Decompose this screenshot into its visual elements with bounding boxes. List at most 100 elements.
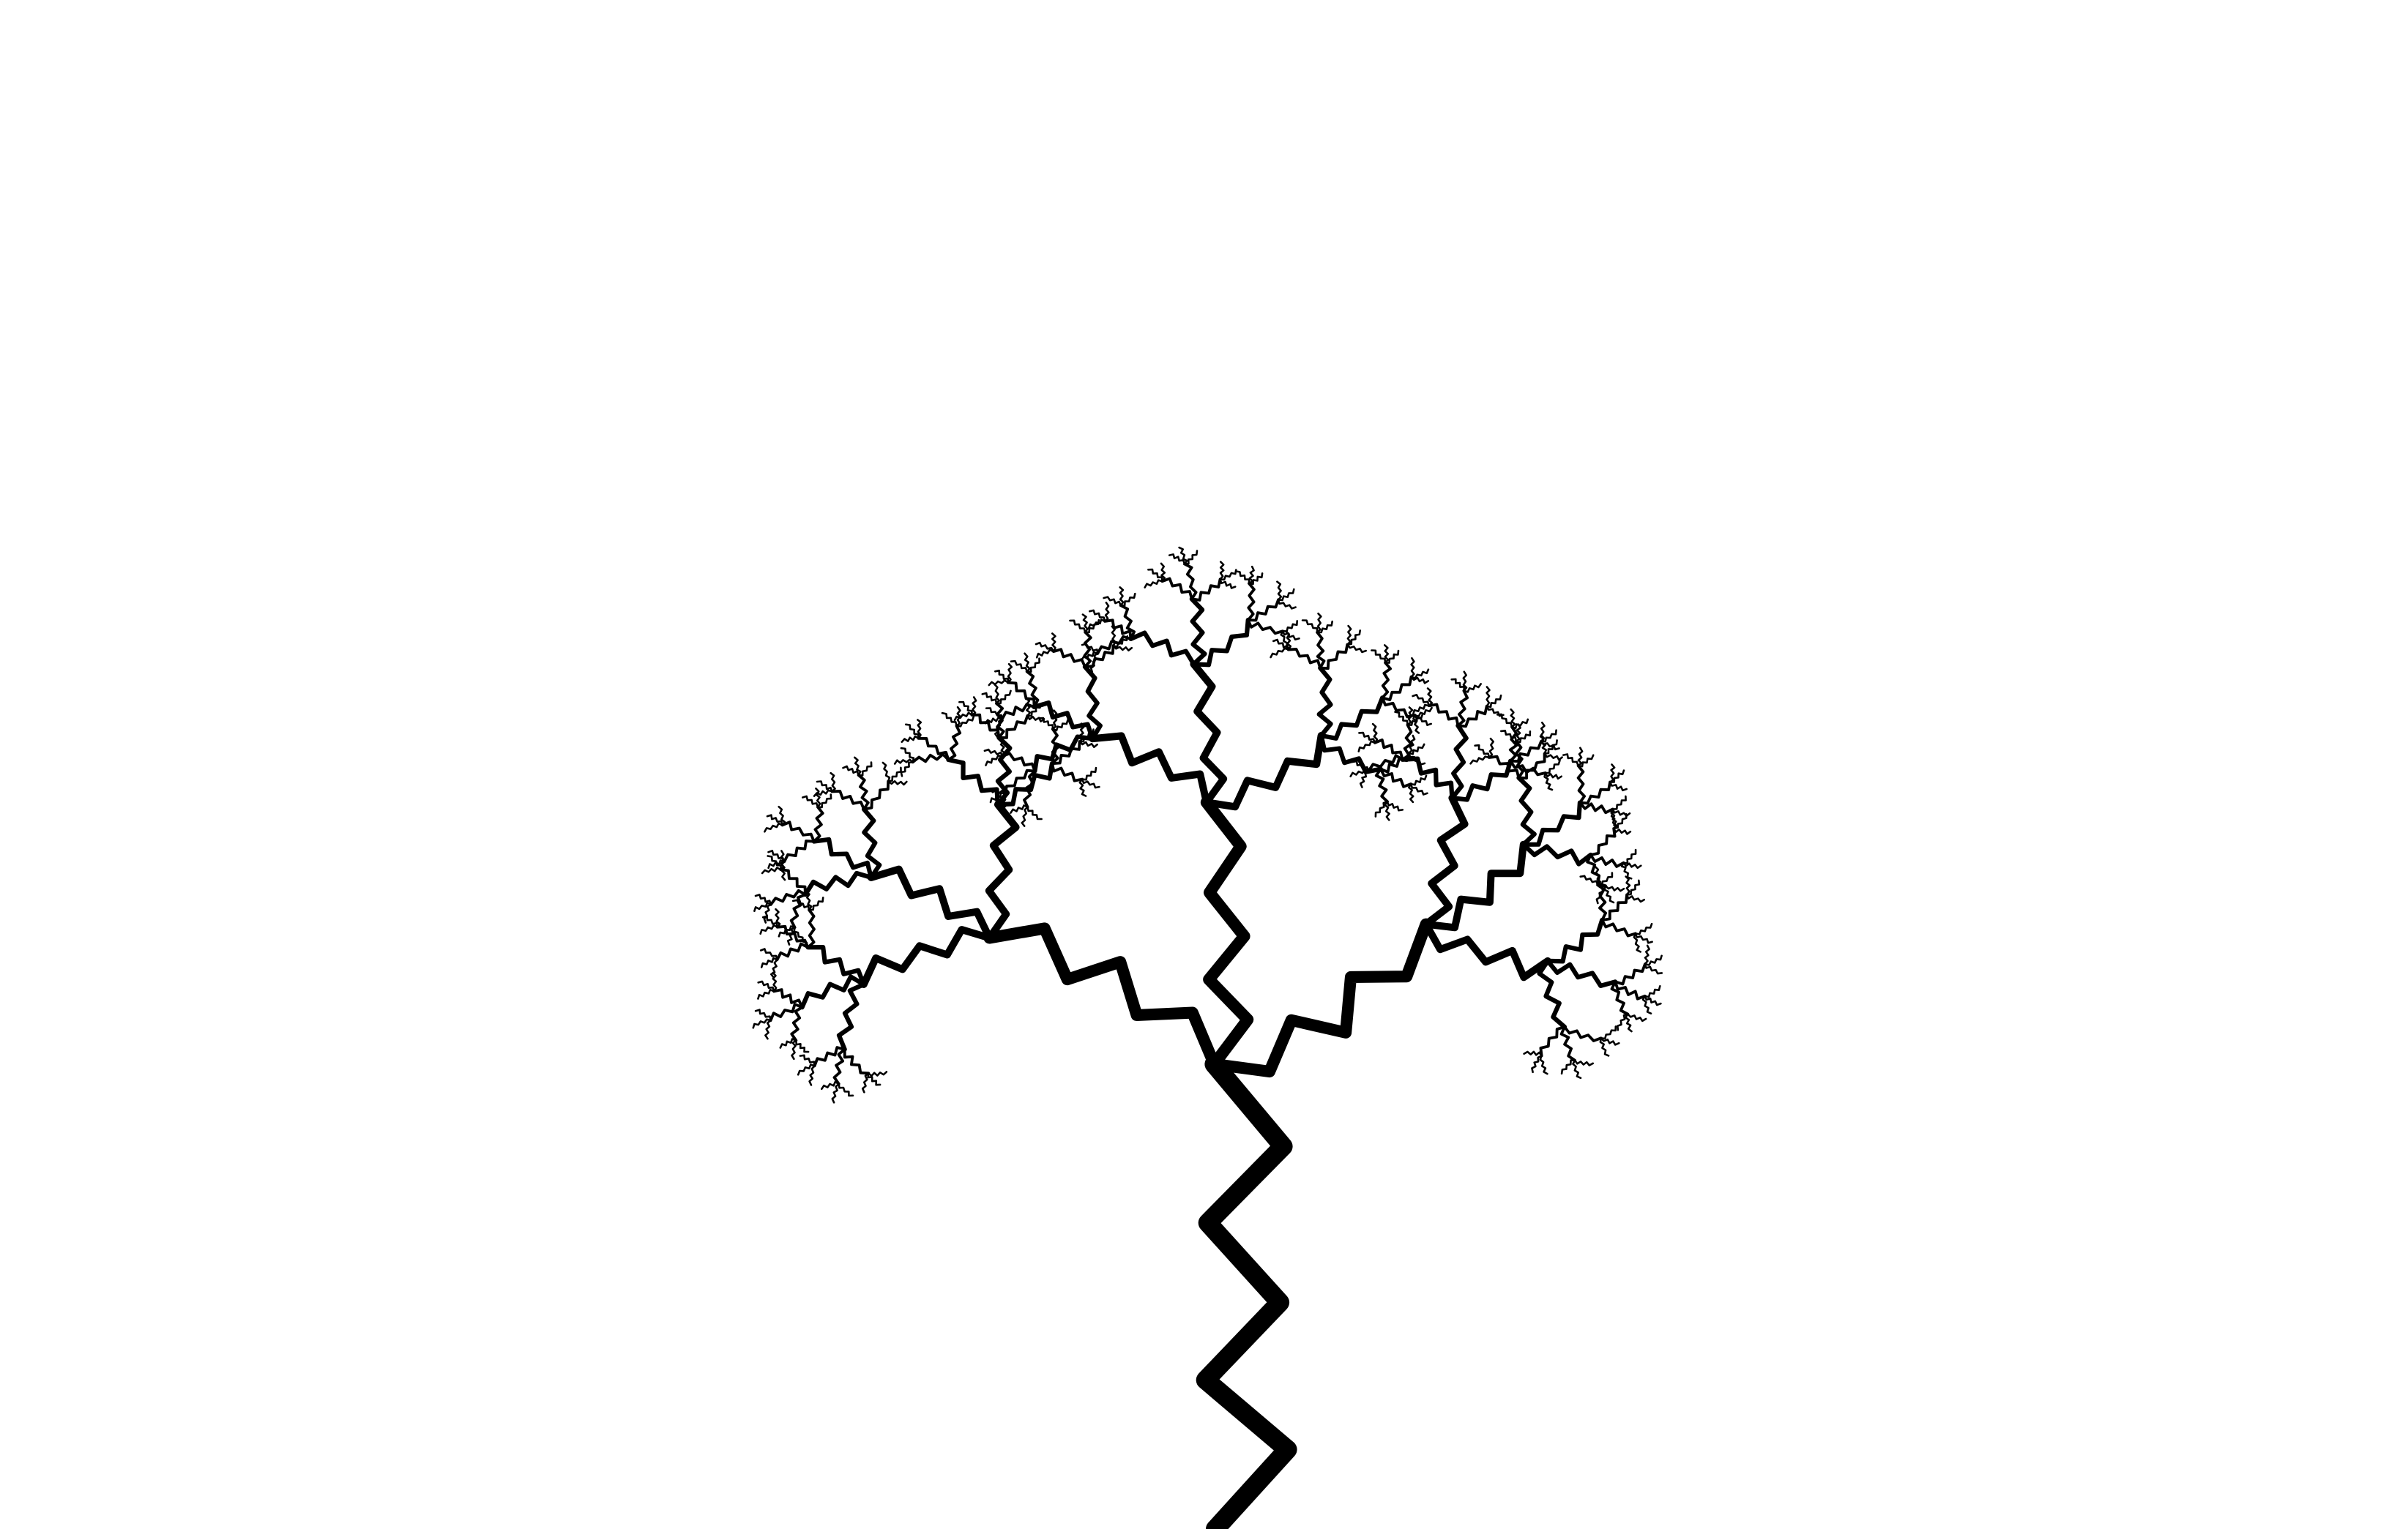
tree-branch: [867, 1072, 881, 1086]
tree-branch: [778, 805, 786, 826]
tree-branch: [775, 908, 781, 928]
tree-branch: [1270, 647, 1290, 659]
tree-branch: [1277, 588, 1295, 602]
tree-branch: [764, 822, 783, 833]
tree-branch: [1081, 643, 1099, 655]
tree-branch: [1078, 740, 1098, 749]
tree-branch: [985, 801, 1020, 942]
tree-branch: [816, 793, 832, 809]
tree-branch: [1596, 883, 1608, 922]
tree-branch: [1614, 980, 1647, 1001]
tree-branch: [1578, 780, 1612, 805]
tree-branch: [815, 788, 821, 808]
tree-branch: [1634, 922, 1653, 935]
tree-branch: [843, 1047, 871, 1075]
tree-branch: [1509, 739, 1543, 763]
tree-branch: [775, 924, 810, 949]
tree-branch: [1200, 796, 1254, 1070]
tree-branch: [1456, 689, 1469, 728]
tree-branch: [1517, 752, 1546, 780]
tree-branch: [1604, 884, 1625, 892]
tree-branch: [1537, 958, 1568, 1030]
tree-branch: [1081, 766, 1097, 781]
tree-branch: [1316, 620, 1333, 634]
tree-branch: [1128, 630, 1196, 667]
tree-branch: [854, 756, 862, 777]
tree-branch: [983, 748, 1004, 758]
tree-branch: [917, 736, 950, 761]
tree-branch: [1112, 644, 1133, 652]
tree-branch: [766, 814, 783, 826]
tree-branch: [1000, 703, 1036, 721]
tree-branch: [811, 837, 873, 881]
tree-branch: [1531, 1055, 1543, 1074]
tree-branch: [1023, 769, 1037, 809]
tree-branch: [1035, 648, 1055, 659]
tree-branch: [1087, 618, 1106, 629]
tree-branch: [1026, 657, 1040, 673]
tree-branch: [1644, 954, 1663, 966]
tree-branch: [813, 789, 833, 797]
tree-branch: [780, 860, 786, 881]
tree-branch: [772, 971, 778, 992]
tree-branch: [1319, 695, 1385, 741]
tree-branch: [1474, 744, 1491, 759]
tree-branch: [1456, 704, 1488, 728]
tree-branch: [985, 707, 1004, 720]
tree-branch: [1051, 709, 1058, 730]
tree-branch: [983, 922, 1220, 1070]
tree-branch: [780, 820, 816, 843]
tree-branch: [791, 899, 810, 911]
tree-branch: [1450, 758, 1513, 802]
tree-branch: [831, 1083, 840, 1104]
tree-branch: [1384, 800, 1390, 821]
tree-branch: [1183, 550, 1199, 565]
tree-branch: [1276, 580, 1283, 601]
tree-branch: [1544, 771, 1562, 780]
tree-branch: [981, 692, 998, 705]
tree-branch: [1406, 706, 1414, 726]
tree-branch: [753, 902, 772, 912]
tree-branch: [1246, 618, 1284, 635]
tree-branch: [1168, 553, 1186, 565]
tree-branch: [1089, 609, 1106, 623]
tree-branch: [947, 724, 962, 761]
tree-branch: [917, 719, 922, 740]
tree-branch: [830, 789, 865, 811]
tree-branch: [971, 696, 977, 717]
tree-branch: [1001, 793, 1007, 813]
tree-branch: [1316, 630, 1326, 670]
tree-branch: [1545, 917, 1605, 964]
tree-branch: [1600, 893, 1629, 922]
tree-branch: [1219, 569, 1237, 581]
tree-branch: [997, 714, 1029, 739]
tree-branch: [1644, 944, 1650, 965]
tree-branch: [1003, 769, 1037, 796]
tree-branch: [1486, 705, 1505, 717]
tree-branch: [1408, 743, 1425, 755]
tree-branch: [887, 780, 908, 786]
tree-branch: [832, 1047, 846, 1085]
tree-branch: [1359, 769, 1370, 788]
tree-branch: [769, 1003, 804, 1023]
tree-branch: [1051, 632, 1056, 653]
tree-branch: [1578, 801, 1614, 815]
tree-branch: [764, 1019, 772, 1040]
tree-branch: [1412, 693, 1431, 707]
tree-branch: [786, 926, 796, 946]
tree-branch: [1609, 809, 1617, 830]
tree-branch: [1381, 661, 1393, 700]
tree-branch: [1625, 894, 1645, 903]
tree-branch: [1301, 619, 1319, 634]
tree-branch: [1103, 602, 1110, 623]
tree-branch: [778, 925, 796, 938]
tree-branch: [1352, 760, 1370, 772]
tree-branch: [1246, 582, 1256, 622]
tree-branch: [1573, 1059, 1594, 1066]
tree-branch: [1409, 782, 1428, 796]
tree-branch: [857, 774, 870, 811]
tree-branch: [1408, 782, 1414, 804]
tree-branch: [1191, 617, 1250, 668]
tree-branch: [1427, 703, 1460, 728]
tree-branch: [836, 982, 866, 1052]
